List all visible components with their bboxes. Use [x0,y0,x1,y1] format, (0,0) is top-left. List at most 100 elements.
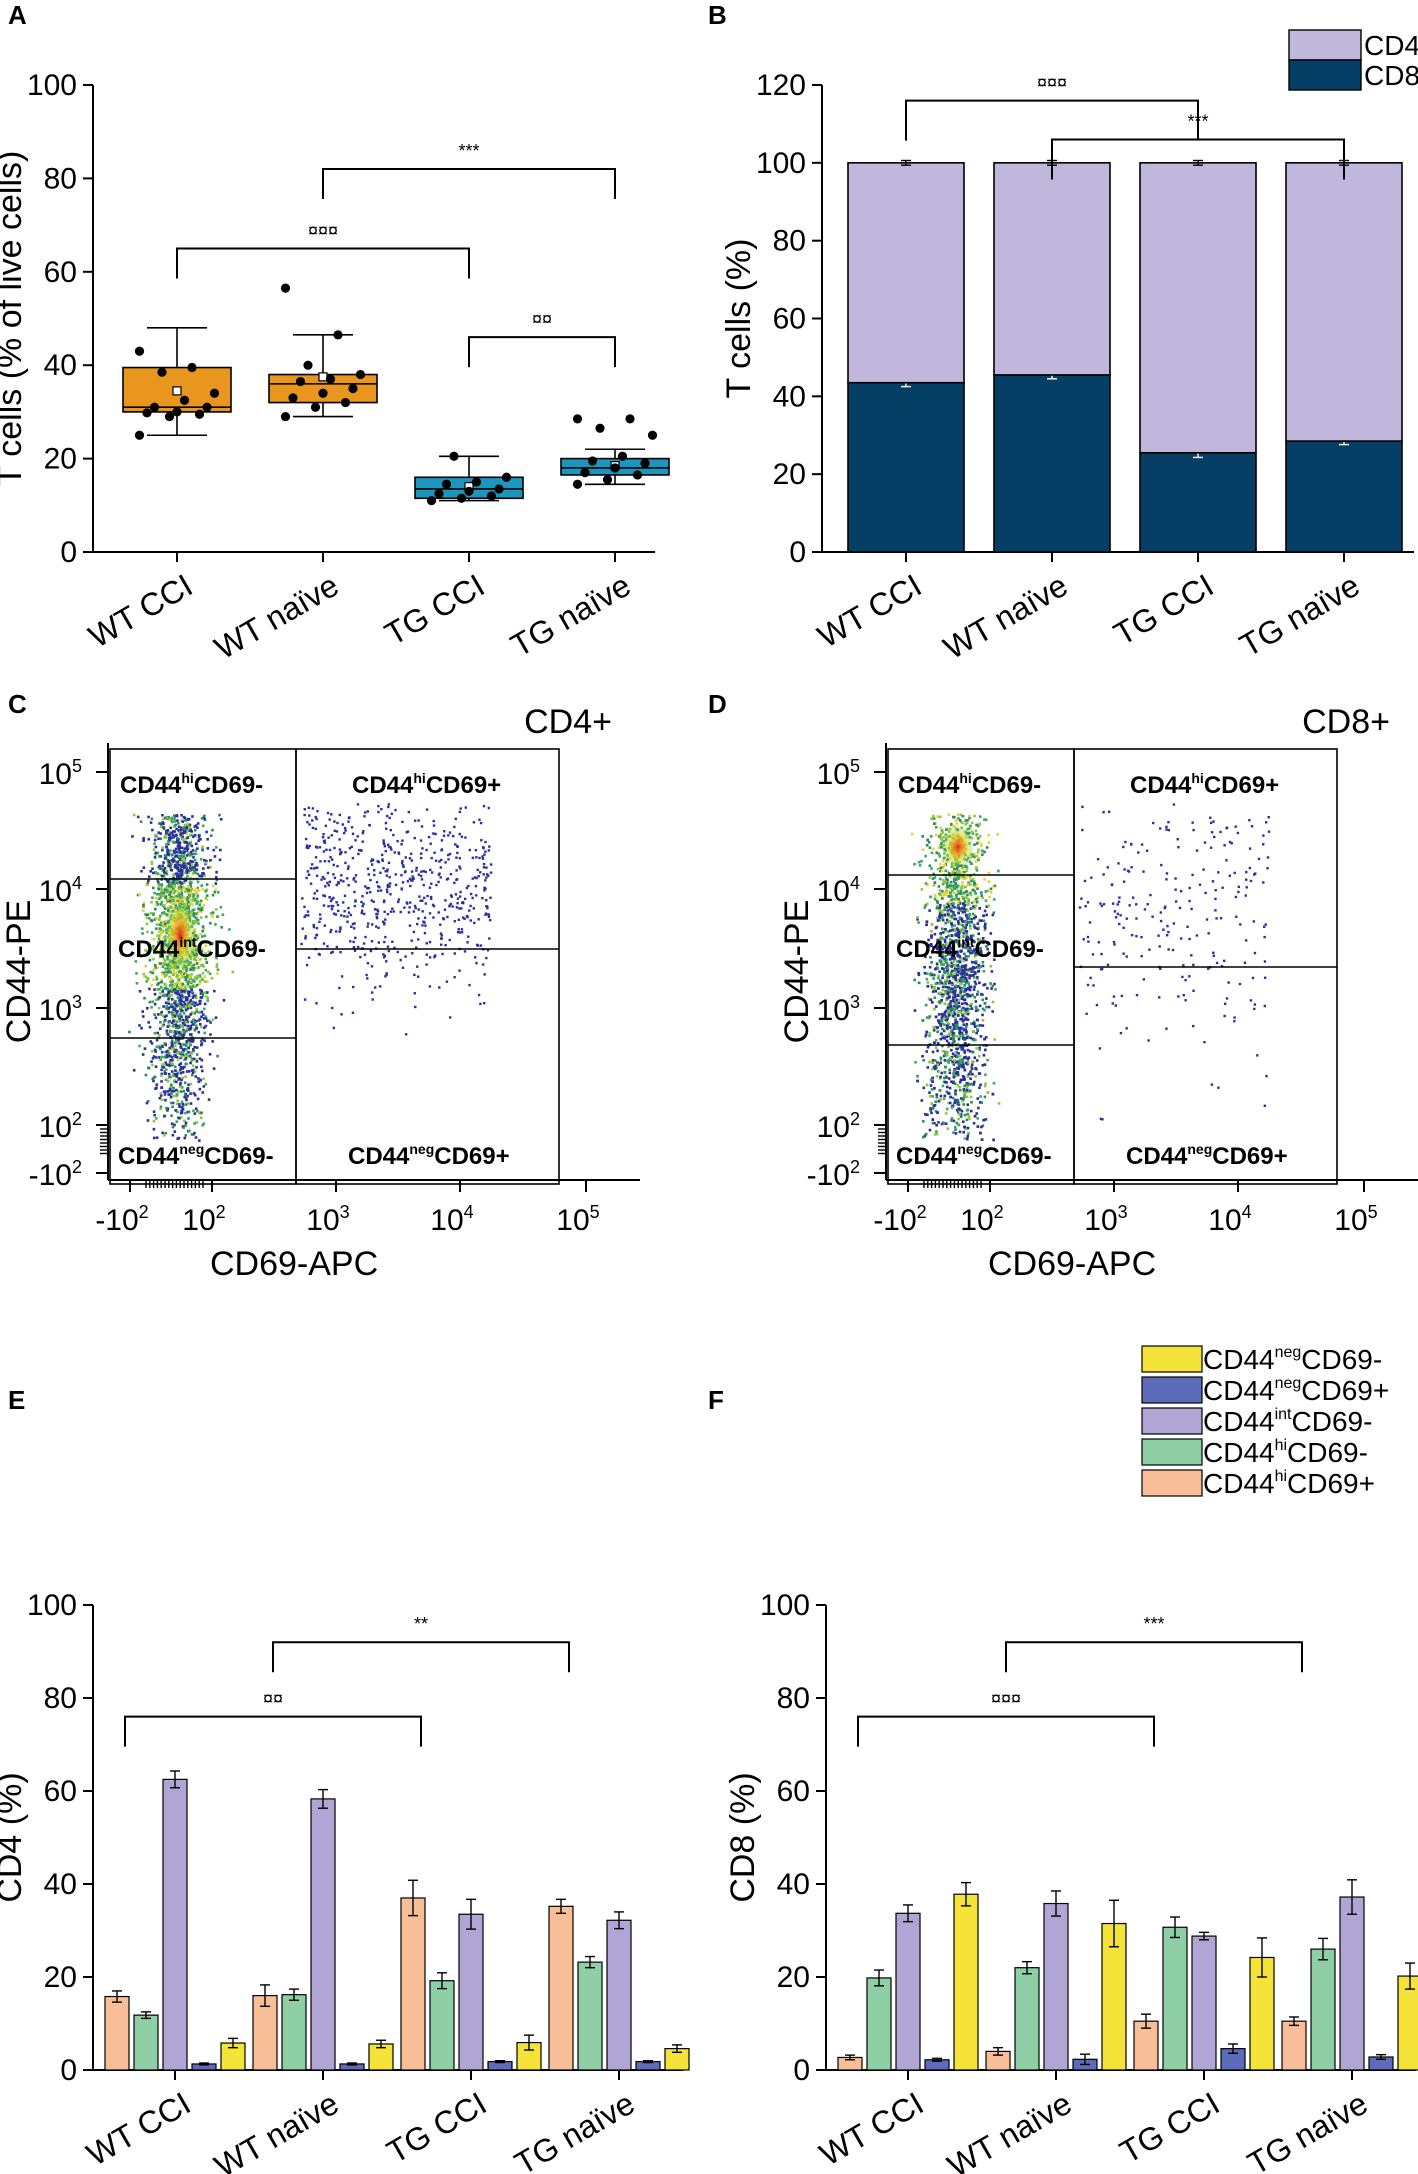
panel-c-event-dot [360,849,363,852]
panel-c-event-dot [397,898,401,901]
panel-c-event-dot [313,892,316,895]
panel-d-event-dot [970,821,974,825]
panel-c-event-dot [448,852,452,856]
panel-c-event-dot [167,815,170,819]
panel-c-event-dot [332,912,336,915]
panel-d-event-dot [939,833,943,836]
panel-c-event-dot [159,933,162,936]
panel-c-event-dot [194,1107,198,1111]
panel-c-event-dot [167,1007,170,1010]
panel-c-event-dot [190,973,193,976]
panel-d-event-dot [959,1063,963,1066]
panel-c-event-dot [205,830,208,834]
panel-c-event-dot [314,827,317,831]
panel-d-event-dot [957,921,960,925]
panel-c-event-dot [170,983,174,987]
panel-c-event-dot [214,846,218,849]
panel-d-event-dot [967,881,971,885]
panel-c-event-dot [481,896,484,900]
panel-c-event-dot [330,858,334,861]
panel-c-event-dot [196,822,200,825]
panel-d-event-dot [960,1002,964,1006]
panel-c-event-dot [190,988,193,991]
panel-c-event-dot [439,866,443,869]
panel-c-gate-label-base: CD44 [118,1143,180,1170]
panel-d-event-dot [983,983,987,986]
panel-d-event-dot [994,988,997,991]
panel-c-event-dot [152,968,156,972]
panel-c-event-dot [162,874,166,877]
panel-d-event-dot [934,926,938,930]
panel-d-event-dot [933,896,937,900]
panel-c-event-dot [166,888,169,892]
panel-c-event-dot [413,973,416,977]
panel-c-event-dot [487,915,491,918]
panel-c-event-dot [435,883,438,887]
panel-c-event-dot [379,985,382,988]
panel-a-data-point [587,456,598,466]
panel-c-event-dot [458,931,461,934]
panel-c-event-dot [192,852,195,856]
panel-d-event-dot [936,945,939,949]
panel-b-y-tick-label: 20 [773,458,806,491]
panel-d-event-dot [991,1000,995,1004]
panel-c-event-dot [167,885,171,888]
panel-d-event-dot [958,998,961,1001]
panel-c-gate-label-rest: CD69+ [426,772,501,799]
panel-c-event-dot [370,863,374,866]
panel-a-data-point [426,496,437,506]
panel-c-x-tick-label: 105 [556,1202,599,1237]
panel-d-event-dot [944,989,947,993]
panel-c-event-dot [159,822,163,826]
panel-d-event-dot [932,884,936,887]
panel-d-event-dot [970,1067,974,1071]
panel-c-event-dot [417,873,421,876]
panel-c-event-dot [196,826,199,829]
panel-c-event-dot [154,1016,158,1020]
panel-d-event-dot [966,1018,970,1022]
panel-c-event-dot [173,988,177,991]
panel-d-event-dot [952,928,956,931]
panel-c-event-dot [352,927,356,930]
panel-c-event-dot [347,911,351,914]
panel-d-event-dot [975,833,978,836]
panel-d-event-dot [934,1046,938,1049]
panel-c-event-dot [166,909,170,912]
panel-b-significance-bracket [905,99,1199,141]
panel-c-event-dot [222,998,226,1002]
panel-c-event-dot [193,953,196,957]
panel-c-event-dot [171,892,174,895]
panel-c-event-dot [150,919,154,923]
panel-d-event-dot [953,1027,957,1030]
panel-c-event-dot [189,854,192,858]
panel-d-event-dot [957,971,961,975]
panel-c-event-dot [331,950,334,954]
panel-c-event-dot [174,971,178,975]
panel-c-event-dot [169,1005,173,1009]
panel-c-event-dot [437,911,440,914]
panel-d-event-dot [960,930,964,933]
panel-c-gate-label: CD44negCD69- [118,1141,274,1170]
panel-d-event-dot [952,880,956,883]
panel-d-event-dot [923,971,927,975]
panel-d-event-dot [966,1012,970,1016]
panel-c-gate-label-rest: CD69+ [434,1143,509,1170]
panel-d-event-dot [956,970,960,973]
panel-c-event-dot [180,1100,184,1104]
panel-c-event-dot [158,941,161,945]
panel-d-event-dot [961,1099,964,1103]
panel-c-event-dot [341,901,345,904]
panel-c-event-dot [174,1053,177,1057]
panel-d-event-dot [958,1130,962,1134]
panel-c-event-dot [311,819,314,822]
panel-c-event-dot [180,1066,184,1069]
panel-c-event-dot [469,919,472,922]
panel-c-event-dot [201,845,204,849]
panel-c-event-dot [193,1112,197,1115]
panel-d-y-tick-base: 10 [817,994,850,1027]
panel-c-event-dot [164,871,168,875]
panel-c-event-dot [181,886,185,890]
panel-d-event-dot [976,977,979,981]
panel-c-event-dot [183,859,186,863]
panel-b-significance-bracket [1051,138,1345,180]
